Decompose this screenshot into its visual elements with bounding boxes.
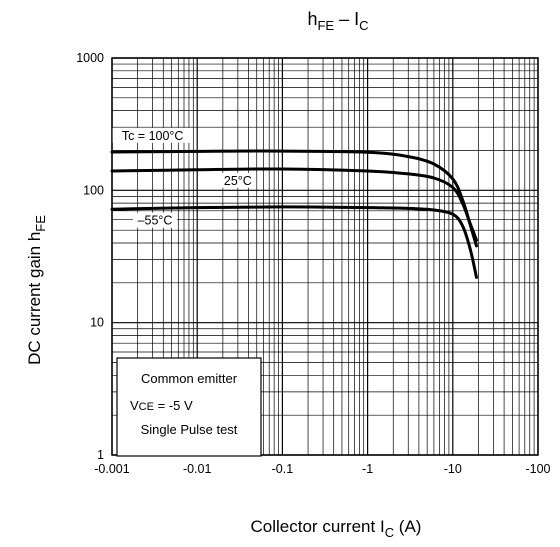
conditions-line-2: VCE = -5 V bbox=[130, 398, 193, 413]
series-label-bg bbox=[112, 127, 193, 143]
series-label-bg bbox=[133, 212, 178, 228]
conditions-box-frame bbox=[116, 357, 262, 457]
conditions-box: Common emitter VCE = -5 V Single Pulse t… bbox=[116, 357, 262, 457]
y-tick-label: 1 bbox=[97, 448, 104, 462]
x-tick-label: -0.01 bbox=[183, 462, 212, 476]
title-sub2: C bbox=[359, 18, 368, 33]
series-label-bg bbox=[219, 172, 257, 188]
y-tick-labels: 1 10 100 1000 bbox=[76, 51, 104, 462]
series-line-3 bbox=[110, 205, 478, 279]
xlabel-unit: (A) bbox=[394, 517, 421, 536]
ylabel-main: DC current gain h bbox=[25, 232, 44, 365]
ylabel-sub: FE bbox=[33, 215, 48, 232]
title-sub: FE bbox=[317, 18, 334, 33]
xlabel-main: Collector current I bbox=[251, 517, 385, 536]
conditions-v: V bbox=[130, 398, 139, 413]
title-main: h bbox=[307, 9, 317, 29]
y-tick-label: 10 bbox=[90, 316, 104, 330]
x-axis-label: Collector current IC (A) bbox=[251, 517, 422, 540]
conditions-vce-sub: CE bbox=[139, 401, 154, 413]
conditions-vce-value: = -5 V bbox=[154, 398, 193, 413]
x-tick-label: -0.001 bbox=[94, 462, 129, 476]
y-tick-label: 100 bbox=[83, 183, 104, 197]
series-labels: Tc = 100°C 25°C –55°C bbox=[112, 127, 257, 228]
series-label-2: 25°C bbox=[224, 174, 252, 188]
series-label-3: –55°C bbox=[138, 214, 173, 228]
minor-gridlines bbox=[112, 58, 538, 455]
x-tick-label: -0.1 bbox=[272, 462, 294, 476]
xlabel-sub: C bbox=[385, 525, 394, 540]
series-line-1 bbox=[110, 149, 478, 248]
chart-title: hFE – IC bbox=[307, 9, 368, 33]
x-tick-label: -100 bbox=[525, 462, 550, 476]
x-tick-labels: -0.001 -0.01 -0.1 -1 -10 -100 bbox=[94, 462, 550, 476]
series-curves bbox=[110, 149, 478, 279]
plot-frame bbox=[111, 57, 539, 456]
y-axis-label: DC current gain hFE bbox=[25, 215, 48, 365]
title-sep: – I bbox=[334, 9, 359, 29]
series-label-1: Tc = 100°C bbox=[122, 129, 184, 143]
series-line-2 bbox=[110, 167, 478, 242]
x-tick-label: -1 bbox=[362, 462, 373, 476]
x-tick-label: -10 bbox=[444, 462, 462, 476]
y-tick-label: 1000 bbox=[76, 51, 104, 65]
conditions-line-1: Common emitter bbox=[141, 371, 238, 386]
conditions-line-3: Single Pulse test bbox=[141, 422, 238, 437]
